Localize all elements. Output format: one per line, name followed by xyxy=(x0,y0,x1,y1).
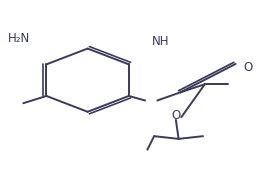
Text: O: O xyxy=(171,109,180,122)
Text: H₂N: H₂N xyxy=(8,32,30,45)
Text: O: O xyxy=(244,61,253,74)
Text: NH: NH xyxy=(152,35,169,48)
